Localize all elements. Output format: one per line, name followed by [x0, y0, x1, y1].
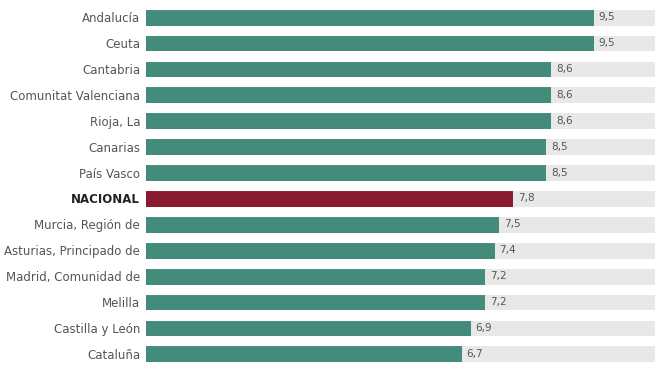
Bar — [146, 345, 655, 362]
Bar — [146, 60, 655, 77]
Text: 6,7: 6,7 — [466, 349, 483, 359]
Bar — [146, 319, 471, 336]
Text: 8,6: 8,6 — [556, 90, 573, 100]
Bar — [146, 242, 494, 259]
Bar — [146, 60, 551, 77]
Text: 9,5: 9,5 — [598, 12, 615, 22]
Bar — [146, 242, 655, 259]
Text: 6,9: 6,9 — [476, 323, 492, 333]
Text: 7,8: 7,8 — [518, 193, 534, 203]
Bar — [146, 35, 594, 52]
Text: 7,5: 7,5 — [504, 219, 521, 229]
Text: 9,5: 9,5 — [598, 38, 615, 48]
Bar — [146, 190, 513, 207]
Bar — [146, 319, 655, 336]
Bar — [146, 9, 655, 26]
Text: 8,5: 8,5 — [551, 142, 567, 152]
Bar — [146, 112, 551, 129]
Text: 7,2: 7,2 — [490, 297, 506, 307]
Bar — [146, 86, 655, 103]
Bar — [146, 268, 485, 285]
Bar — [146, 112, 655, 129]
Bar — [146, 9, 594, 26]
Text: 8,6: 8,6 — [556, 116, 573, 126]
Text: 7,4: 7,4 — [500, 245, 516, 255]
Bar — [146, 35, 655, 52]
Text: 8,5: 8,5 — [551, 168, 567, 178]
Bar — [146, 138, 655, 155]
Bar — [146, 164, 546, 181]
Bar — [146, 86, 551, 103]
Bar — [146, 268, 655, 285]
Bar — [146, 138, 546, 155]
Bar — [146, 216, 500, 233]
Text: 7,2: 7,2 — [490, 271, 506, 281]
Bar — [146, 345, 461, 362]
Bar — [146, 294, 485, 311]
Bar — [146, 164, 655, 181]
Text: 8,6: 8,6 — [556, 64, 573, 74]
Bar — [146, 294, 655, 311]
Bar — [146, 190, 655, 207]
Bar — [146, 216, 655, 233]
